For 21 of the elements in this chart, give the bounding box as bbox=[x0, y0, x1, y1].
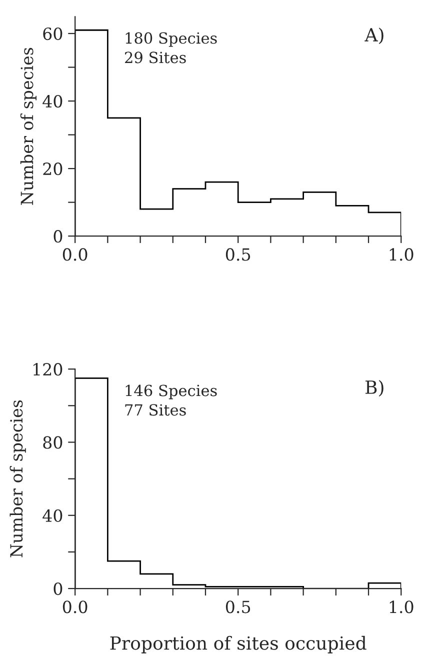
y-tick-label: 120 bbox=[33, 363, 62, 376]
annotation: B) bbox=[365, 380, 384, 397]
x-tick-label: 0.0 bbox=[62, 600, 88, 614]
y-tick-label: 0 bbox=[54, 582, 62, 596]
y-axis-title: Number of species bbox=[20, 48, 37, 205]
annotation: 180 Species 29 Sites bbox=[125, 32, 217, 64]
annotation: 146 Species 77 Sites bbox=[125, 384, 217, 416]
x-tick-label: 1.0 bbox=[390, 248, 414, 261]
y-tick-label: 80 bbox=[43, 436, 62, 449]
x-tick-label: 1.0 bbox=[390, 600, 414, 614]
x-tick-label: 0.5 bbox=[226, 600, 250, 614]
y-tick-label: 40 bbox=[42, 94, 62, 108]
x-tick-label: 0.5 bbox=[226, 248, 250, 261]
annotation: A) bbox=[364, 28, 384, 44]
y-tick-label: 20 bbox=[43, 162, 62, 176]
x-tick-label: 0.0 bbox=[62, 248, 88, 261]
x-axis-title: Proportion of sites occupied bbox=[110, 636, 366, 654]
y-tick-label: 0 bbox=[54, 230, 62, 243]
y-axis-title: Number of species bbox=[10, 400, 26, 558]
y-tick-label: 60 bbox=[43, 27, 62, 40]
y-tick-label: 40 bbox=[42, 509, 62, 522]
